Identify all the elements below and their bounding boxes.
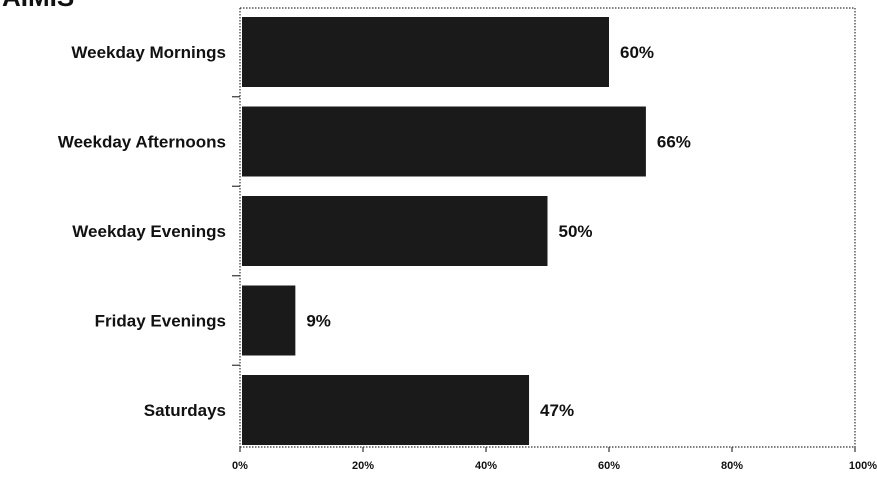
value-label: 60% bbox=[620, 43, 654, 62]
value-labels-group: 60% 66% 50% 9% 47% bbox=[306, 43, 691, 420]
x-tick-label: 0% bbox=[232, 460, 248, 472]
value-label: 47% bbox=[540, 401, 574, 420]
category-label: Weekday Evenings bbox=[72, 222, 226, 241]
bar bbox=[242, 285, 296, 356]
category-label: Saturdays bbox=[144, 401, 226, 420]
x-tick-label: 100% bbox=[849, 460, 877, 472]
x-tick-label: 40% bbox=[475, 460, 497, 472]
x-axis: 0% 20% 40% 60% 80% 100% bbox=[232, 447, 877, 472]
bar bbox=[242, 17, 609, 87]
value-label: 66% bbox=[657, 133, 691, 152]
value-label: 50% bbox=[559, 222, 593, 241]
bar bbox=[242, 196, 548, 266]
bar bbox=[242, 106, 646, 177]
chart-title-fragment: AIMIS bbox=[2, 0, 74, 12]
bars-group bbox=[242, 17, 646, 445]
x-tick-label: 60% bbox=[598, 460, 620, 472]
category-label: Friday Evenings bbox=[95, 312, 226, 331]
x-tick-label: 80% bbox=[721, 460, 743, 472]
value-label: 9% bbox=[306, 312, 331, 331]
plot-frame bbox=[232, 7, 856, 448]
category-label: Weekday Mornings bbox=[71, 43, 226, 62]
category-labels-group: Weekday Mornings Weekday Afternoons Weekda… bbox=[58, 43, 226, 420]
category-label: Weekday Afternoons bbox=[58, 133, 226, 152]
x-tick-label: 20% bbox=[352, 460, 374, 472]
bar bbox=[242, 375, 530, 445]
